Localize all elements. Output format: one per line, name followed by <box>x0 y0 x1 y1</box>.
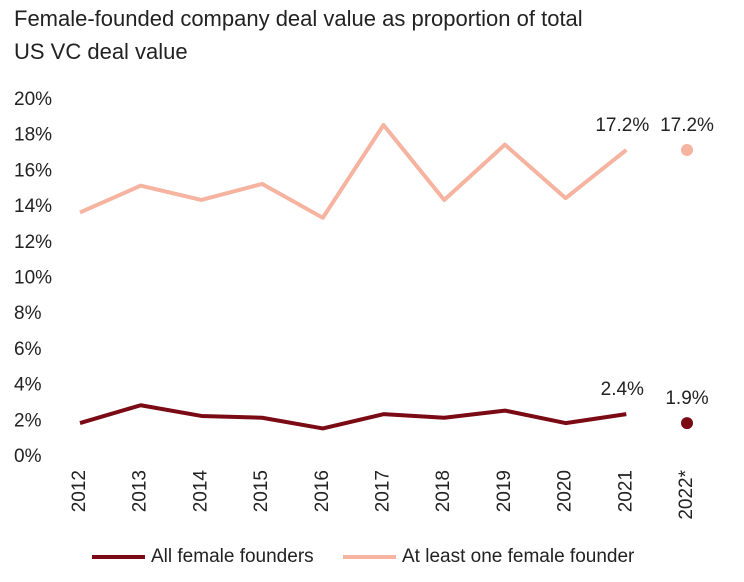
y-tick-label: 4% <box>14 375 42 396</box>
x-tick-label: 2012 <box>69 470 90 512</box>
data-label: 17.2% <box>660 115 714 136</box>
legend-label: All female founders <box>151 546 314 567</box>
chart-title: US VC deal value <box>14 39 188 64</box>
data-label: 2.4% <box>601 379 644 400</box>
y-tick-label: 8% <box>14 303 42 324</box>
x-tick-label: 2014 <box>190 470 211 513</box>
y-tick-label: 16% <box>14 160 52 181</box>
x-tick-label: 2015 <box>251 470 272 512</box>
y-tick-label: 2% <box>14 410 42 431</box>
line <box>79 403 627 431</box>
x-tick-label: 2018 <box>433 470 454 512</box>
point <box>681 417 693 430</box>
chart-title: Female-founded company deal value as pro… <box>14 6 583 31</box>
line <box>79 122 628 220</box>
y-tick-label: 14% <box>14 196 52 217</box>
y-tick-label: 18% <box>14 125 52 146</box>
y-tick-label: 0% <box>14 446 42 467</box>
y-tick-label: 10% <box>14 268 52 289</box>
legend-label: At least one female founder <box>402 546 635 567</box>
x-tick-label: 2017 <box>373 470 394 512</box>
data-label: 17.2% <box>595 115 649 136</box>
x-tick-label: 2022* <box>676 469 697 519</box>
x-tick-label: 2019 <box>494 470 515 512</box>
x-tick-label: 2016 <box>312 470 333 512</box>
point <box>681 143 693 156</box>
data-label: 1.9% <box>665 388 708 409</box>
x-tick-label: 2021 <box>615 470 636 512</box>
y-tick-label: 6% <box>14 339 42 360</box>
y-tick-label: 12% <box>14 232 52 253</box>
y-tick-label: 20% <box>14 89 52 110</box>
x-tick-label: 2013 <box>130 470 151 512</box>
x-tick-label: 2020 <box>555 470 576 512</box>
